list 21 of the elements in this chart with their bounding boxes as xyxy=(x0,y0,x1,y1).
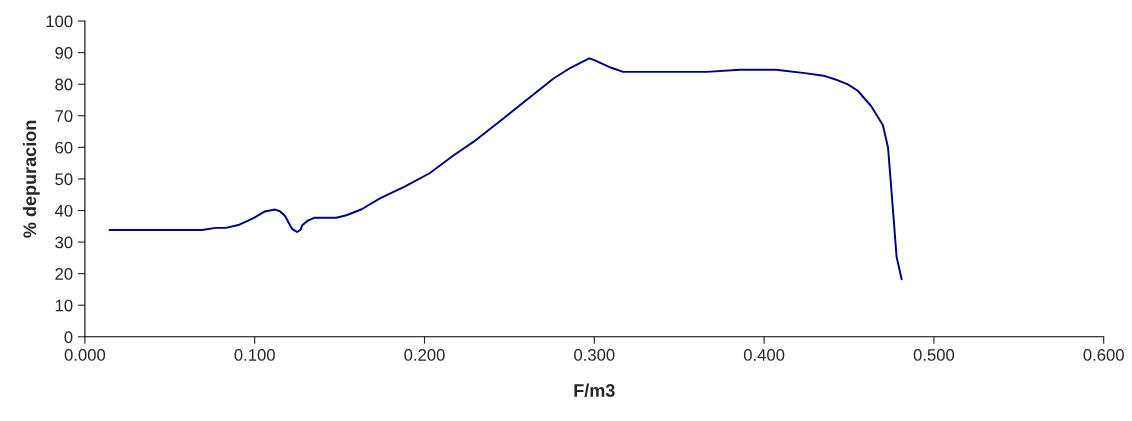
y-tick-label: 10 xyxy=(55,299,73,312)
x-tick-label: 0.300 xyxy=(574,349,615,361)
line-series xyxy=(108,57,903,281)
x-tick-label: 0.000 xyxy=(64,349,106,361)
y-tick-label: 50 xyxy=(55,173,73,186)
x-tick-label: 0.100 xyxy=(234,349,275,361)
y-tick-label: 0 xyxy=(64,331,73,343)
y-tick-label: 30 xyxy=(55,236,73,249)
y-tick-label: 100 xyxy=(46,15,73,28)
y-tick-label: 80 xyxy=(55,78,73,91)
y-tick-label: 90 xyxy=(55,47,73,59)
x-tick-label: 0.500 xyxy=(913,349,955,361)
x-tick-label: 0.200 xyxy=(404,349,445,361)
y-tick-label: 20 xyxy=(55,268,73,280)
x-axis-title: F/m3 xyxy=(574,383,615,398)
x-tick-label: 0.600 xyxy=(1083,349,1124,361)
y-tick-label: 60 xyxy=(55,141,73,154)
x-tick-label: 0.400 xyxy=(743,349,785,361)
y-axis-title: % depuracion xyxy=(22,120,40,238)
y-tick-label: 70 xyxy=(55,110,73,122)
y-tick-label: 40 xyxy=(54,204,73,217)
